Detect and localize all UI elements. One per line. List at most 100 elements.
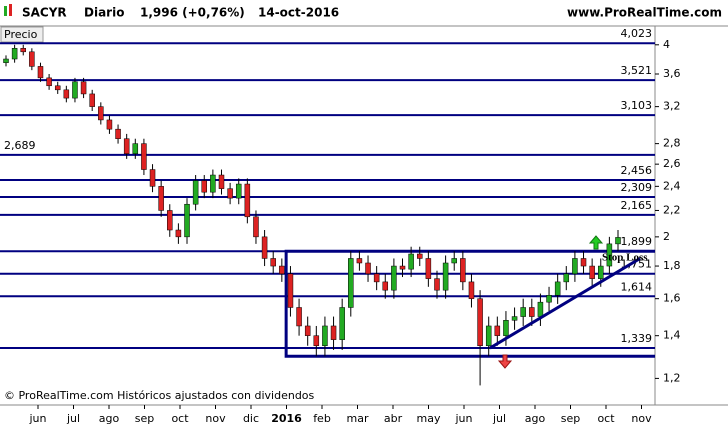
candle-body	[141, 143, 147, 170]
candle-body	[537, 301, 544, 317]
candle-body	[399, 265, 406, 270]
candle-body	[503, 320, 509, 336]
down-arrow	[497, 354, 513, 369]
x-tick-label: oct	[597, 412, 615, 425]
y-tick-label: 2,6	[663, 157, 681, 170]
site: www.ProRealTime.com	[567, 6, 722, 20]
level-label: 4,023	[621, 27, 653, 40]
candle-body	[572, 258, 578, 275]
x-tick-label: abr	[384, 412, 403, 425]
x-tick-label: sep	[561, 412, 580, 425]
x-tick-label: mar	[347, 412, 369, 425]
y-label: Precio	[4, 28, 38, 41]
candle-body	[563, 273, 570, 283]
candle-body	[546, 294, 552, 303]
candle-body	[253, 216, 259, 238]
annotation: Stop Loss	[602, 252, 648, 264]
candle-body	[3, 58, 9, 63]
candle-body	[11, 48, 18, 60]
y-tick-label: 2,2	[663, 203, 681, 216]
x-tick-label: sep	[135, 412, 154, 425]
candle-body	[106, 119, 113, 130]
plot: 1,2 1,4 1,6 1,8 2 2,2 2,4 2,6 2,8 3,2 3,6 4 jun jul ag…	[0, 27, 681, 425]
candle-body	[46, 77, 52, 87]
candle-body	[279, 265, 285, 275]
level-label: 2,309	[621, 181, 653, 194]
level-label: 1,899	[621, 235, 653, 248]
candle-body	[261, 236, 268, 259]
candle-body	[348, 258, 354, 308]
y-tick-label: 1,4	[663, 329, 681, 342]
candle-body	[339, 307, 345, 340]
x-tick-label: ago	[99, 412, 120, 425]
candle-body	[598, 265, 604, 279]
candle-body	[287, 273, 294, 308]
candle-body	[580, 258, 587, 267]
candle-body	[425, 258, 432, 279]
y-label-box	[0, 26, 44, 43]
y-tick-label: 3,2	[663, 100, 681, 113]
candle-body	[201, 180, 208, 193]
candle-body	[89, 93, 95, 107]
candle-body	[356, 258, 363, 264]
candle-body	[54, 85, 61, 91]
x-tick-label: jun	[29, 412, 47, 425]
level-label: 2,456	[621, 164, 653, 177]
candle-body	[408, 253, 414, 270]
candle-body	[167, 210, 173, 231]
level-label: 3,103	[621, 99, 653, 112]
candle-body	[554, 281, 561, 296]
y-tick-label: 2,4	[663, 179, 681, 192]
footer: © ProRealTime.com Históricos ajustados c…	[4, 389, 315, 402]
candle-body	[296, 307, 302, 327]
candle-body	[451, 258, 457, 264]
candle-body	[115, 128, 121, 139]
x-tick-label: 2016	[271, 412, 302, 425]
candle-body	[520, 307, 526, 317]
candle-body	[442, 262, 449, 291]
box	[284, 249, 655, 358]
candle-body	[606, 243, 613, 267]
candle-body	[63, 89, 70, 99]
y-tick-label: 2	[663, 230, 670, 243]
candle-body	[382, 281, 389, 291]
price: 1,996 (+0,76%)	[140, 6, 245, 20]
candle-body	[132, 143, 139, 154]
y-tick-label: 1,8	[663, 259, 681, 272]
candle-body	[589, 265, 595, 279]
candle-body	[175, 229, 182, 238]
candle-body	[477, 298, 483, 347]
candle-body	[149, 169, 156, 187]
x-tick-label: feb	[313, 412, 331, 425]
y-tick-label: 1,6	[663, 292, 681, 305]
x-tick-label: nov	[631, 412, 652, 425]
x-tick-label: oct	[171, 412, 189, 425]
candle-body	[313, 335, 320, 347]
candle-body	[460, 258, 466, 283]
candle-body	[244, 183, 251, 218]
candle-body	[210, 174, 216, 193]
y-tick-label: 1,2	[663, 371, 681, 384]
candle-body	[468, 281, 475, 299]
candle-body	[235, 183, 242, 199]
level-label: 1,339	[621, 332, 653, 345]
logo	[4, 4, 12, 16]
date: 14-oct-2016	[258, 6, 339, 20]
x-tick-label: dic	[243, 412, 259, 425]
candle-body	[72, 81, 78, 99]
candle-body	[192, 180, 199, 205]
y-tick-label: 2,8	[663, 137, 681, 150]
candle-body	[330, 325, 337, 340]
level-label: 3,521	[621, 64, 653, 77]
candle-body	[37, 66, 44, 79]
level-label: 2,689	[4, 139, 36, 152]
level-label: 1,751	[621, 258, 653, 271]
trendline	[489, 257, 641, 350]
y-tick-label: 3,6	[663, 67, 681, 80]
x-tick-label: jul	[492, 412, 506, 425]
candle-body	[373, 273, 380, 283]
x-tick-label: jun	[455, 412, 473, 425]
candle-body	[123, 138, 130, 154]
candle-body	[434, 278, 440, 291]
